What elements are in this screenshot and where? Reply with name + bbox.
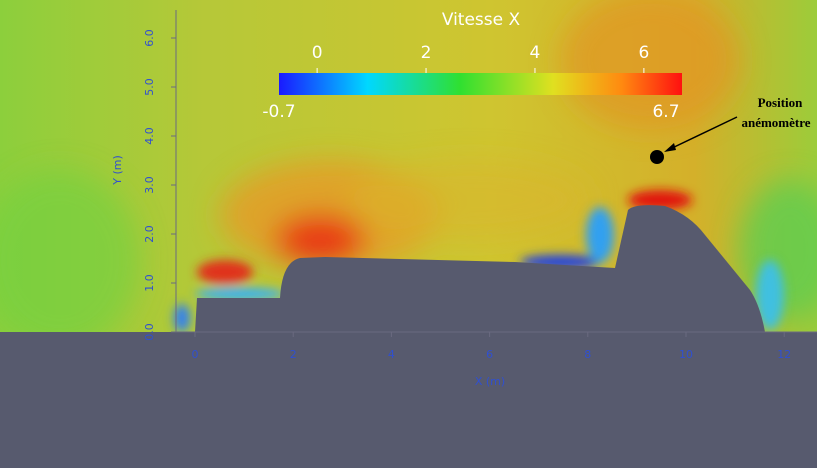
colorbar-tick-label: 2 (421, 43, 432, 63)
y-tick-label: 5.0 (143, 78, 156, 96)
x-axis-label: X (m) (475, 375, 505, 388)
x-tick-label: 0 (192, 348, 199, 361)
colorbar (279, 73, 682, 95)
y-tick-label: 0.0 (143, 323, 156, 341)
colorbar-tick-label: 0 (312, 43, 323, 63)
anemometer-position (650, 150, 664, 164)
x-tick-label: 12 (777, 348, 791, 361)
x-tick-label: 6 (486, 348, 493, 361)
y-tick-label: 3.0 (143, 176, 156, 194)
y-tick-label: 1.0 (143, 274, 156, 292)
x-tick-label: 8 (584, 348, 591, 361)
y-tick-label: 4.0 (143, 127, 156, 145)
arrowhead (664, 143, 676, 152)
annotation: anémomètre (741, 115, 810, 130)
y-tick-label: 6.0 (143, 29, 156, 47)
y-axis-label: Y (m) (111, 155, 124, 186)
y-tick-label: 2.0 (143, 225, 156, 243)
colorbar-tick-label: 4 (530, 43, 541, 63)
colorbar-tick-label: 6 (638, 43, 649, 63)
annotation: Position (758, 95, 804, 110)
colorbar-max-label: 6.7 (652, 102, 679, 122)
colorbar-title: Vitesse X (442, 10, 521, 30)
x-tick-label: 2 (290, 348, 297, 361)
x-tick-label: 10 (679, 348, 693, 361)
colorbar-min-label: -0.7 (262, 102, 295, 122)
ground (0, 332, 817, 468)
terrain-profile (195, 205, 765, 332)
x-tick-label: 4 (388, 348, 395, 361)
annotation-arrow (667, 116, 738, 151)
